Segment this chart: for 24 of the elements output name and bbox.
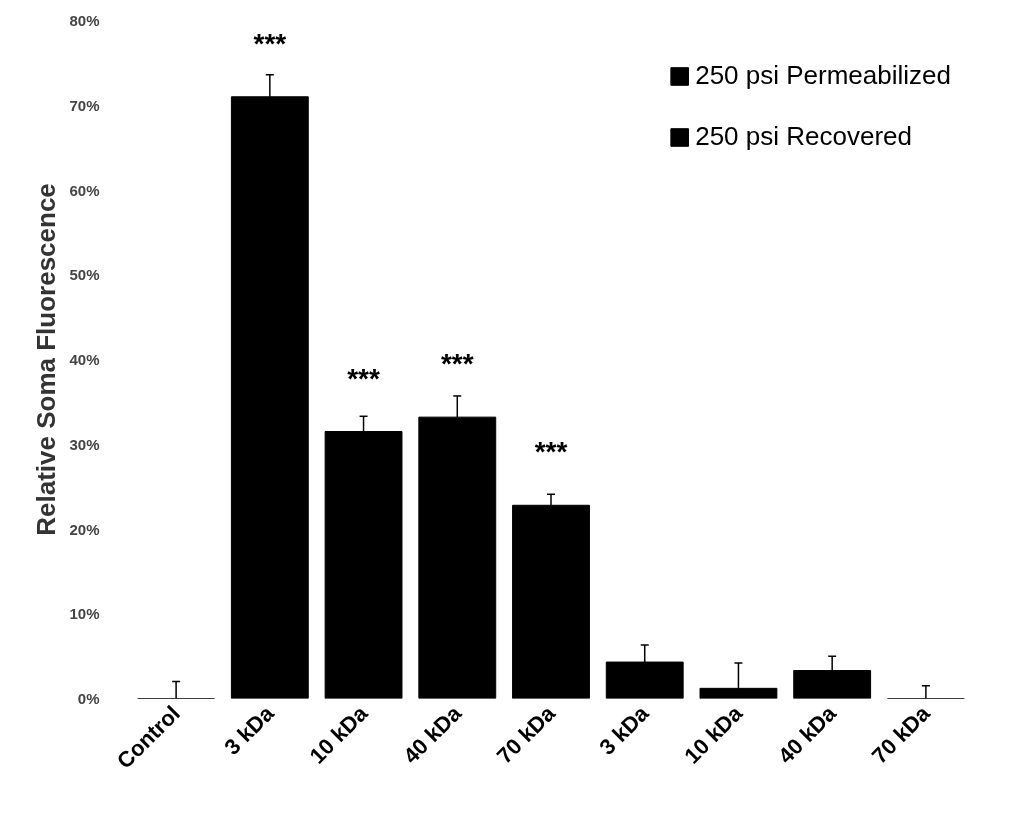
- x-tick-label: 40 kDa: [773, 700, 842, 769]
- y-tick-label: 80%: [69, 12, 100, 29]
- x-tick-label: 3 kDa: [219, 700, 280, 760]
- annotation: ***: [440, 348, 474, 380]
- y-axis-title: Relative Soma Fluorescence: [31, 183, 62, 536]
- legend-label: 250 psi Permeabilized: [695, 60, 951, 91]
- y-tick-label: 10%: [69, 605, 100, 623]
- annotation: ***: [534, 436, 568, 468]
- y-tick-label: 70%: [69, 96, 100, 114]
- y-tick-label: 40%: [69, 351, 100, 368]
- x-tick-label: 10 kDa: [304, 700, 373, 769]
- annotation: ***: [253, 27, 287, 59]
- x-tick-label: 3 kDa: [594, 700, 655, 760]
- x-tick-label: 70 kDa: [866, 700, 936, 769]
- y-tick-label: 60%: [69, 181, 100, 199]
- annotation: ***: [347, 362, 380, 394]
- y-tick-label: 50%: [69, 266, 100, 284]
- y-tick-label: 30%: [69, 435, 100, 453]
- x-tick-label: 40 kDa: [398, 700, 467, 769]
- x-tick-label: 70 kDa: [491, 700, 561, 769]
- x-tick-label: 10 kDa: [679, 700, 748, 769]
- y-tick-label: 20%: [69, 520, 100, 538]
- legend-label: 250 psi Recovered: [695, 121, 912, 152]
- y-tick-label: 0%: [77, 690, 100, 707]
